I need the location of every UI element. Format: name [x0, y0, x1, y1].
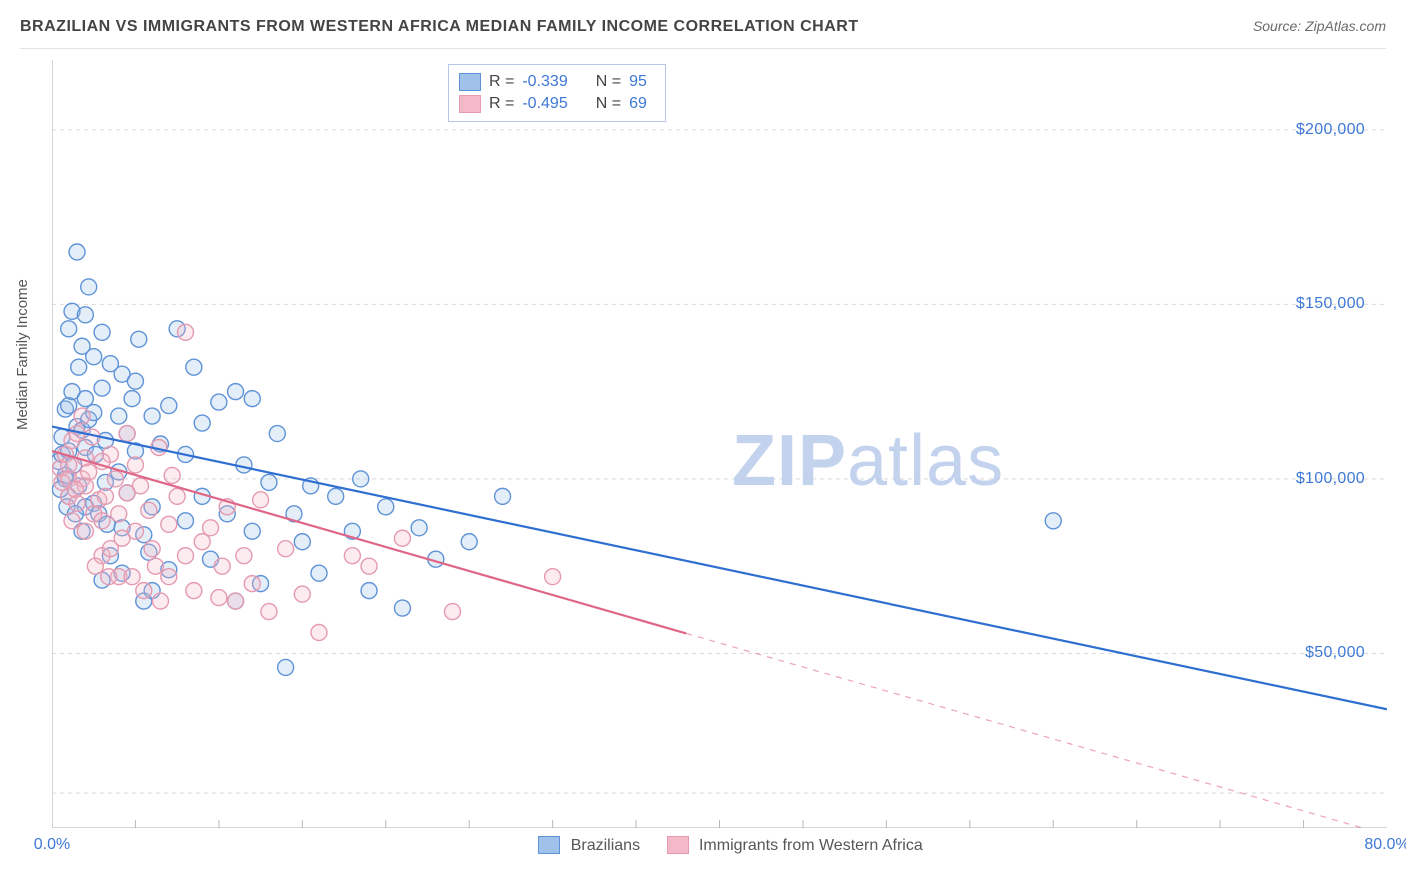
n-label: N =	[596, 95, 621, 113]
plot-svg	[52, 60, 1387, 828]
legend-series-1-label: Immigrants from Western Africa	[699, 837, 923, 854]
x-tick: 80.0%	[1364, 836, 1406, 854]
legend-series-box: Brazilians Immigrants from Western Afric…	[52, 836, 1387, 856]
x-tick: 0.0%	[34, 836, 70, 854]
legend-stats-row-1: R = -0.495 N = 69	[459, 93, 647, 115]
y-tick: $200,000	[1296, 121, 1365, 139]
legend-stats-row-0: R = -0.339 N = 95	[459, 71, 647, 93]
y-axis-label: Median Family Income	[14, 279, 31, 430]
legend-stats-box: R = -0.339 N = 95 R = -0.495 N = 69	[448, 64, 666, 122]
y-tick: $150,000	[1296, 295, 1365, 313]
legend-series-0-label: Brazilians	[571, 837, 640, 854]
chart-title: BRAZILIAN VS IMMIGRANTS FROM WESTERN AFR…	[20, 18, 859, 35]
swatch-series-0	[459, 73, 481, 91]
swatch-series-1	[459, 95, 481, 113]
n-value-0: 95	[629, 73, 647, 91]
r-label: R =	[489, 95, 514, 113]
scatter-plot: R = -0.339 N = 95 R = -0.495 N = 69 ZIPa…	[52, 60, 1387, 828]
source-label: Source: ZipAtlas.com	[1253, 18, 1386, 34]
swatch-series-1-bottom	[667, 836, 689, 854]
n-label: N =	[596, 73, 621, 91]
y-tick: $100,000	[1296, 470, 1365, 488]
n-value-1: 69	[629, 95, 647, 113]
r-value-1: -0.495	[522, 95, 567, 113]
header-rule	[20, 48, 1386, 49]
r-label: R =	[489, 73, 514, 91]
r-value-0: -0.339	[522, 73, 567, 91]
swatch-series-0-bottom	[538, 836, 560, 854]
y-tick: $50,000	[1305, 644, 1365, 662]
